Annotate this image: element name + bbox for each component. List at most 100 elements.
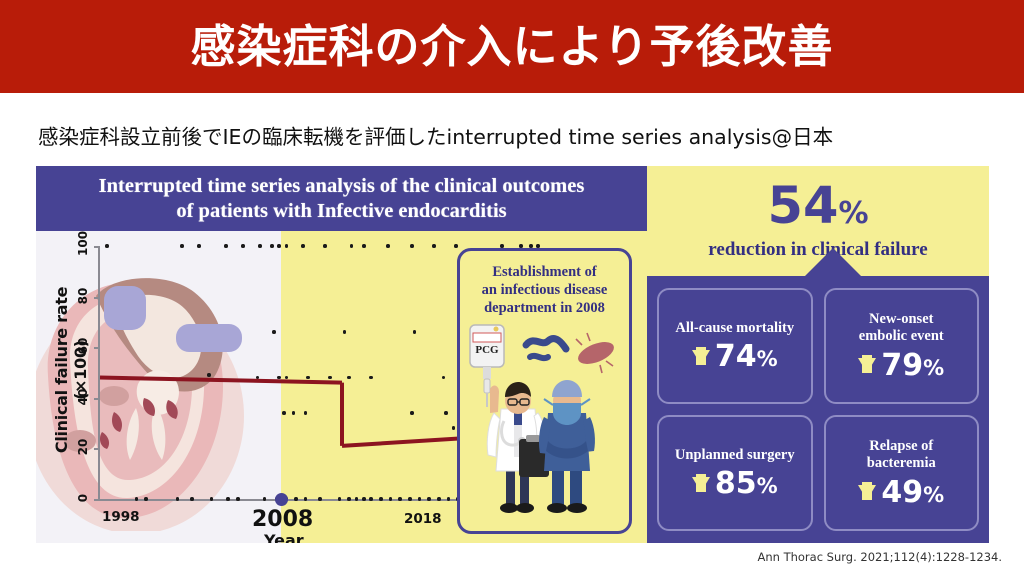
scatter-dot xyxy=(277,375,281,380)
metric-value-number: 49 xyxy=(881,474,924,510)
y-tick-mark-20 xyxy=(94,448,100,451)
slide-title: 感染症科の介入により予後改善 xyxy=(190,20,834,73)
x-axis-title: Year xyxy=(264,531,304,543)
scatter-dot xyxy=(361,244,366,248)
slide-subtitle: 感染症科設立前後でIEの臨床転機を評価したinterrupted time se… xyxy=(38,125,834,149)
arrow-down-icon xyxy=(858,482,877,501)
scatter-dot xyxy=(446,497,451,501)
scatter-dot xyxy=(303,411,308,415)
scatter-dot xyxy=(209,497,214,501)
arrow-down-icon xyxy=(858,355,877,374)
scatter-dot xyxy=(224,244,228,248)
metric-value-number: 79 xyxy=(881,347,924,383)
scatter-dot xyxy=(175,497,180,501)
x-tick-label-2008: 2008 xyxy=(252,507,314,532)
metric-label-line1: All-cause mortality xyxy=(675,319,795,336)
metric-label: Relapse of bacteremia xyxy=(867,438,936,471)
figure-header-line1: Interrupted time series analysis of the … xyxy=(98,174,585,197)
headline-result: 54% reduction in clinical failure xyxy=(647,166,989,276)
physicians-illustration-icon: PCG xyxy=(469,324,614,513)
metric-label: All-cause mortality xyxy=(675,320,794,337)
metric-label-line1: New-onset xyxy=(869,311,934,328)
intervention-callout-box: Establishment of an infectious disease d… xyxy=(457,248,632,534)
figure-left-panel: Interrupted time series analysis of the … xyxy=(36,166,647,543)
scatter-dot xyxy=(412,330,417,334)
callout-line3: department in 2008 xyxy=(484,300,605,317)
scatter-dot xyxy=(451,426,456,430)
y-tick-mark-80 xyxy=(94,296,100,299)
y-tick-mark-100 xyxy=(94,246,100,248)
scatter-dot xyxy=(536,244,540,248)
figure-right-panel: 54% reduction in clinical failure All-ca… xyxy=(647,166,989,543)
scatter-dot xyxy=(347,497,352,501)
scatter-dot xyxy=(437,497,441,501)
citation-text: Ann Thorac Surg. 2021;112(4):1228-1234. xyxy=(757,550,1002,564)
metric-label: Unplanned surgery xyxy=(675,447,795,464)
infographic-figure: Interrupted time series analysis of the … xyxy=(36,166,989,543)
headline-percent-value: 54 xyxy=(767,177,839,236)
metric-percent-sign: % xyxy=(923,482,945,507)
scatter-dot xyxy=(180,244,185,248)
its-chart: Clinical failure rate (×100) 0 20 40 60 80 10… xyxy=(36,231,647,543)
scatter-dot xyxy=(441,375,446,380)
arrow-up-icon xyxy=(805,248,861,276)
scatter-dot xyxy=(407,497,412,501)
scatter-dot xyxy=(277,244,281,248)
y-tick-mark-0 xyxy=(94,499,100,501)
scatter-dot xyxy=(361,497,366,501)
svg-text:PCG: PCG xyxy=(475,344,499,356)
metric-value: 49% xyxy=(881,474,945,510)
metric-label-line2: embolic event xyxy=(858,328,944,344)
metric-label: New-onset embolic event xyxy=(859,311,944,344)
metric-card: All-cause mortality 74% xyxy=(657,288,813,404)
arrow-down-icon xyxy=(691,473,710,492)
scatter-dot xyxy=(398,497,402,501)
bacteria-icon xyxy=(522,332,614,374)
metric-value-row: 85% xyxy=(691,469,778,499)
metric-value: 74% xyxy=(715,342,778,372)
scatter-dot xyxy=(284,244,289,248)
y-tick-mark-40 xyxy=(94,397,100,400)
scatter-dot xyxy=(134,497,139,501)
iv-bag-icon: PCG xyxy=(469,324,505,407)
scatter-dot xyxy=(291,411,296,415)
scatter-dot xyxy=(337,497,342,501)
scatter-dot xyxy=(306,375,310,380)
scatter-dot xyxy=(144,497,148,501)
scatter-dot xyxy=(349,244,354,248)
metric-label-line1: Relapse of xyxy=(869,438,934,455)
scatter-dot xyxy=(328,375,332,380)
scatter-dot xyxy=(105,244,110,248)
callout-line1: Establishment of xyxy=(492,264,597,280)
metric-card: Unplanned surgery 85% xyxy=(657,415,813,531)
scatter-dot xyxy=(318,497,322,501)
scatter-dot xyxy=(388,497,393,501)
metric-percent-sign: % xyxy=(756,347,778,372)
scatter-dot xyxy=(272,330,277,334)
callout-title: Establishment of an infectious disease d… xyxy=(460,263,629,317)
scatter-dot xyxy=(262,497,267,501)
scatter-dot xyxy=(378,497,383,501)
scatter-dot xyxy=(257,244,262,248)
physician-white-coat-icon xyxy=(486,382,549,513)
metric-value-row: 49% xyxy=(858,474,945,510)
scatter-dot xyxy=(528,244,533,248)
scatter-dot xyxy=(226,497,231,501)
callout-line2: an infectious disease xyxy=(481,282,608,299)
scatter-dot xyxy=(519,244,523,248)
metric-card: Relapse of bacteremia 49% xyxy=(823,415,979,531)
metric-label-line1: Unplanned surgery xyxy=(674,446,795,463)
scatter-dot xyxy=(240,244,245,248)
headline-percent-sign: % xyxy=(838,196,869,231)
scatter-dot xyxy=(294,497,298,501)
scatter-dot xyxy=(499,244,504,248)
metric-value: 79% xyxy=(881,347,944,383)
scatter-dot xyxy=(453,244,458,248)
scatter-dot xyxy=(270,244,274,248)
scatter-dot xyxy=(410,411,414,415)
regression-line xyxy=(99,375,343,385)
scatter-dot xyxy=(417,497,422,501)
scatter-dot xyxy=(444,411,448,415)
scatter-dot xyxy=(197,244,201,248)
x-tick-label-1998: 1998 xyxy=(102,509,140,525)
